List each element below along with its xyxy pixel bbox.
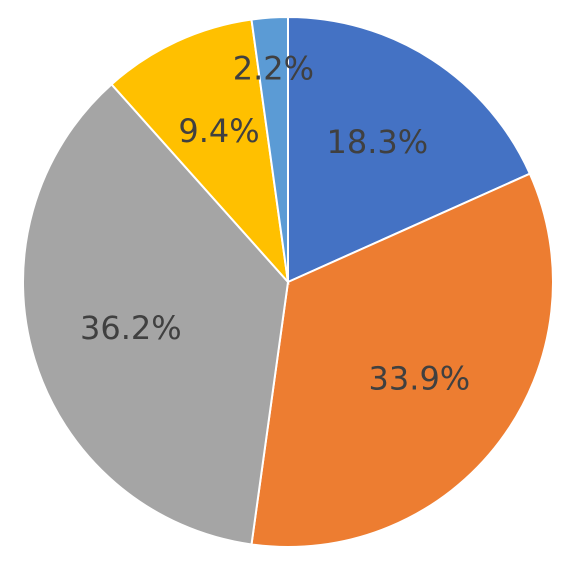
data-label: 33.9% xyxy=(369,360,471,398)
pie-slice xyxy=(22,82,290,546)
data-label: 2.2% xyxy=(233,50,314,88)
pie-slice xyxy=(110,18,290,286)
data-label: 9.4% xyxy=(178,112,259,150)
data-label: 18.3% xyxy=(327,123,429,161)
data-label: 36.2% xyxy=(80,309,182,347)
pie-slice xyxy=(250,172,554,548)
pie-slice xyxy=(250,15,289,283)
pie-slice xyxy=(287,15,532,284)
